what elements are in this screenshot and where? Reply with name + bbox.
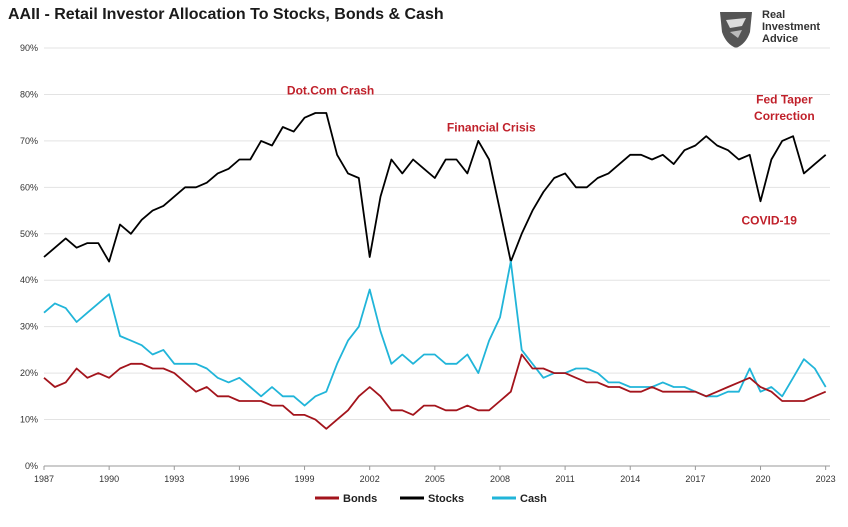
y-tick-label: 60% (20, 182, 38, 192)
logo-line-1: Real (762, 9, 786, 21)
series-line-stocks (43, 112, 827, 263)
x-tick-label: 2014 (620, 474, 640, 484)
x-tick-label: 1996 (229, 474, 249, 484)
y-tick-label: 70% (20, 136, 38, 146)
x-tick-label: 1987 (34, 474, 54, 484)
logo-line-3: Advice (762, 33, 799, 45)
annotation-label: Correction (754, 109, 815, 123)
chart-title: AAII - Retail Investor Allocation To Sto… (8, 6, 444, 23)
eagle-shield-icon (720, 12, 752, 48)
y-tick-label: 30% (20, 322, 38, 332)
y-tick-label: 80% (20, 89, 38, 99)
series-line-bonds (43, 353, 827, 430)
x-tick-label: 1993 (164, 474, 184, 484)
y-tick-label: 20% (20, 368, 38, 378)
x-tick-label: 1999 (295, 474, 315, 484)
legend-label: Bonds (343, 493, 377, 505)
y-tick-label: 90% (20, 43, 38, 53)
x-tick-label: 2002 (360, 474, 380, 484)
annotation-label: Financial Crisis (447, 121, 536, 135)
legend: Bonds Stocks Cash (315, 493, 547, 505)
y-tick-label: 10% (20, 415, 38, 425)
brand-logo: Real Investment Advice (716, 8, 836, 50)
y-tick-label: 0% (25, 461, 38, 471)
logo-line-2: Investment (762, 21, 821, 33)
series-lines (43, 112, 827, 430)
x-tick-label: 2017 (685, 474, 705, 484)
annotations: Dot.Com Crash Financial Crisis Fed Taper Co… (287, 83, 815, 227)
x-tick-label: 2011 (555, 474, 574, 484)
x-tick-label: 1990 (99, 474, 119, 484)
annotation-label: Dot.Com Crash (287, 83, 374, 97)
x-axis: 1987 1990 1993 1996 1999 2002 2005 2008 2011 2014… (34, 466, 836, 484)
annotation-label: COVID-19 (742, 213, 798, 227)
x-tick-label: 2023 (816, 474, 836, 484)
legend-label: Stocks (428, 493, 464, 505)
annotation-label: Fed Taper (756, 93, 813, 107)
x-tick-label: 2005 (425, 474, 445, 484)
legend-label: Cash (520, 493, 547, 505)
y-axis: 0% 10% 20% 30% 40% 50% 60% 70% 80% 90% (20, 43, 38, 471)
grid (44, 47, 830, 467)
y-tick-label: 40% (20, 275, 38, 285)
x-tick-label: 2008 (490, 474, 510, 484)
series-line-cash (43, 260, 827, 407)
x-tick-label: 2020 (751, 474, 771, 484)
y-tick-label: 50% (20, 229, 38, 239)
